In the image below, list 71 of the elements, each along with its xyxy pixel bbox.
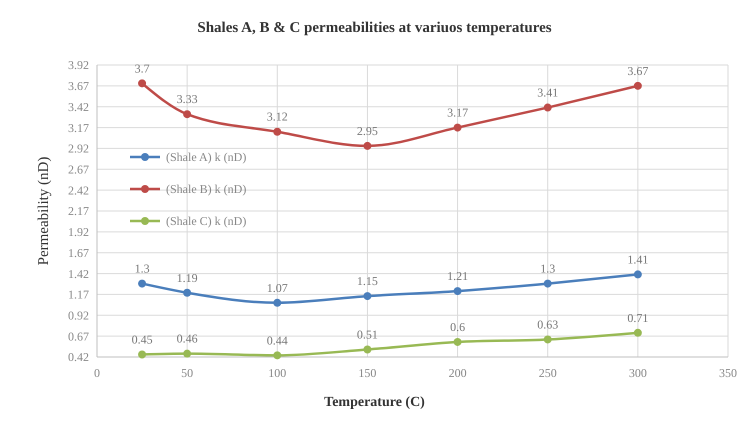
x-tick-label: 100	[268, 366, 286, 380]
data-label: 0.44	[266, 333, 288, 348]
y-axis-title: Permeability (nD)	[36, 156, 52, 266]
data-label: 3.7	[134, 61, 150, 76]
point	[363, 345, 372, 354]
x-tick-label: 200	[448, 366, 467, 380]
data-label: 0.46	[176, 332, 198, 346]
data-label: 0.6	[450, 320, 466, 334]
x-axis-title: Temperature (C)	[324, 395, 426, 410]
point	[138, 79, 146, 88]
y-tick-label: 3.42	[68, 100, 89, 114]
y-tick-label: 3.17	[68, 120, 89, 135]
point	[454, 124, 462, 132]
data-label: 3.12	[266, 110, 288, 124]
x-tick-label: 0	[94, 366, 100, 380]
point	[544, 280, 552, 288]
data-label: 0.71	[627, 310, 648, 325]
data-label: 3.67	[627, 64, 648, 78]
data-label: 3.17	[447, 106, 468, 120]
data-label: 1.41	[627, 252, 648, 266]
y-tick-label: 2.17	[68, 204, 89, 218]
legend-label: (Shale A) k (nD)	[166, 150, 246, 164]
x-tick-label: 350	[719, 366, 737, 380]
point	[544, 104, 552, 112]
y-tick-label: 0.92	[68, 308, 89, 322]
point	[454, 287, 462, 296]
point	[273, 128, 282, 136]
y-tick-label: 1.67	[68, 246, 89, 260]
point	[544, 335, 552, 344]
x-tick-label: 150	[358, 366, 376, 380]
y-tick-label: 0.42	[68, 350, 89, 364]
point	[183, 288, 192, 297]
y-tick-label: 3.92	[68, 58, 89, 72]
y-tick-label: 2.42	[68, 183, 89, 198]
chart-title: Shales A, B & C permeabilities at variuos temperatures	[197, 20, 552, 36]
y-tick-label: 0.67	[68, 329, 89, 344]
data-label: 3.41	[537, 86, 558, 100]
data-label: 1.21	[447, 269, 468, 284]
y-tick-label: 1.17	[68, 288, 89, 302]
point	[273, 351, 282, 360]
data-label: 2.95	[356, 124, 378, 138]
point	[454, 338, 462, 346]
data-label: 1.3	[540, 262, 556, 276]
legend-label: (Shale B) k (nD)	[166, 182, 246, 196]
point	[183, 110, 192, 118]
point	[634, 82, 642, 90]
point	[183, 350, 192, 358]
y-tick-label: 2.67	[68, 162, 89, 176]
point	[363, 142, 372, 150]
data-label: 1.07	[266, 280, 288, 295]
data-label: 1.19	[176, 270, 198, 285]
data-label: 0.63	[537, 317, 558, 332]
data-label: 0.45	[132, 332, 153, 346]
x-tick-label: 250	[538, 366, 557, 380]
point	[138, 280, 146, 288]
y-tick-label: 1.92	[68, 225, 89, 240]
y-tick-label: 3.67	[68, 79, 89, 94]
data-label: 3.33	[176, 92, 198, 106]
point	[363, 292, 372, 300]
point	[138, 350, 146, 358]
point	[273, 298, 282, 307]
data-label: 0.51	[356, 327, 378, 342]
y-tick-label: 1.42	[68, 266, 89, 281]
data-label: 1.15	[356, 274, 378, 288]
y-tick-label: 2.92	[68, 142, 89, 156]
point	[634, 270, 642, 278]
legend-label: (Shale C) k (nD)	[166, 214, 246, 228]
x-tick-label: 300	[628, 366, 647, 380]
x-tick-label: 50	[181, 366, 194, 380]
point	[634, 328, 642, 337]
data-label: 1.3	[134, 262, 150, 276]
